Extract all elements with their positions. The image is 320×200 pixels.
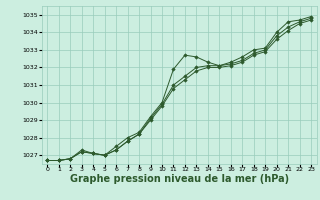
X-axis label: Graphe pression niveau de la mer (hPa): Graphe pression niveau de la mer (hPa) bbox=[70, 174, 289, 184]
